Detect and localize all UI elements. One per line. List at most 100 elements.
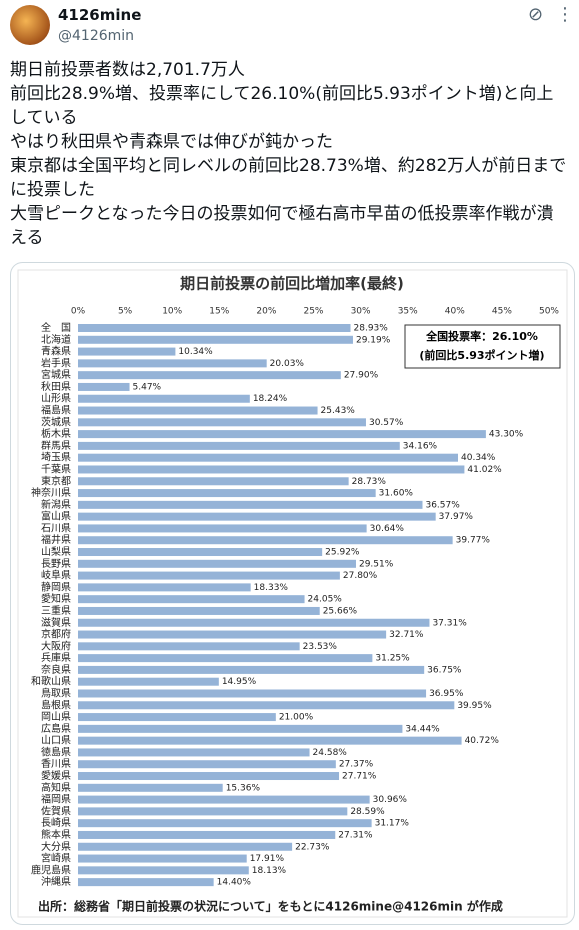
data-label: 28.93% (354, 324, 389, 334)
y-tick-label: 高知県 (41, 781, 71, 794)
data-label: 27.31% (338, 830, 373, 840)
bar (78, 324, 351, 332)
y-tick-label: 京都府 (41, 628, 71, 641)
y-tick-label: 山形県 (41, 393, 71, 405)
bar (78, 335, 353, 344)
bar (78, 536, 453, 545)
author-name[interactable]: 4126mine (58, 6, 142, 24)
data-label: 29.51% (359, 559, 394, 569)
y-tick-label: 広島県 (41, 722, 71, 735)
y-tick-label: 石川県 (41, 522, 71, 534)
data-label: 34.44% (405, 724, 440, 734)
x-tick-label: 5% (118, 307, 133, 317)
bar (78, 854, 247, 863)
bar (78, 548, 323, 557)
bar (78, 406, 318, 415)
annotation: 全国投票率：26.10% (425, 329, 538, 343)
bar (78, 677, 219, 686)
bar (78, 654, 373, 663)
bar (78, 595, 305, 604)
bar (78, 689, 427, 698)
y-tick-label: 富山県 (41, 510, 71, 523)
post-paragraph: 大雪ピークとなった今日の投票如何で極右高市早苗の低投票率作戦が潰える (10, 204, 554, 248)
data-label: 18.33% (254, 583, 289, 593)
data-label: 18.24% (253, 394, 288, 404)
bar (78, 371, 341, 380)
data-label: 27.80% (343, 571, 378, 581)
bar (78, 571, 340, 580)
grok-icon[interactable]: ⊘ (528, 4, 544, 25)
bar (78, 701, 455, 710)
y-tick-label: 岩手県 (41, 356, 71, 369)
y-tick-label: 静岡県 (41, 580, 71, 593)
x-tick-label: 0% (71, 307, 86, 317)
y-tick-label: 福井県 (41, 533, 71, 546)
data-label: 37.97% (439, 512, 474, 522)
bar (78, 418, 366, 427)
data-label: 23.53% (303, 642, 338, 652)
data-label: 30.64% (370, 524, 405, 534)
bar (78, 842, 293, 851)
y-tick-label: 群馬県 (41, 439, 71, 452)
annotation-box (404, 324, 561, 369)
post-paragraph: 東京都は全国平均と同レベルの前回比28.73%増、約282万人が前日までに投票し… (10, 156, 567, 200)
bar (78, 559, 356, 568)
post-paragraph: 期日前投票者数は2,701.7万人 (10, 60, 245, 80)
x-tick-label: 45% (492, 307, 512, 317)
bar (78, 772, 340, 781)
bar (78, 630, 387, 639)
bar (78, 489, 376, 498)
bar (78, 441, 400, 450)
y-tick-label: 岐阜県 (41, 569, 71, 582)
y-tick-label: 山口県 (41, 735, 71, 747)
x-tick-label: 40% (445, 307, 465, 317)
y-tick-label: 鳥取県 (41, 686, 71, 699)
data-label: 31.17% (375, 819, 410, 829)
data-label: 36.75% (427, 665, 462, 675)
bar (78, 819, 372, 828)
y-tick-label: 島根県 (41, 698, 71, 711)
y-tick-label: 大阪府 (41, 639, 71, 652)
y-tick-label: 宮崎県 (41, 852, 71, 865)
data-label: 40.72% (465, 736, 500, 746)
data-label: 25.43% (321, 406, 356, 416)
bar (78, 430, 486, 439)
bar (78, 465, 465, 474)
data-label: 21.00% (279, 713, 314, 723)
y-tick-label: 福島県 (41, 404, 71, 417)
y-tick-label: 香川県 (41, 758, 71, 770)
bar (78, 866, 249, 875)
author-handle[interactable]: @4126min (58, 28, 135, 44)
x-tick-label: 35% (398, 307, 418, 317)
y-tick-label: 徳島県 (41, 745, 71, 758)
bar (78, 642, 300, 651)
post-text: 期日前投票者数は2,701.7万人 前回比28.9%増、投票率にして26.10%(… (10, 58, 568, 250)
bar (78, 453, 459, 462)
y-tick-label: 愛媛県 (41, 769, 71, 782)
y-tick-label: 茨城県 (41, 415, 71, 428)
y-tick-label: 全 国 (41, 321, 71, 334)
x-tick-label: 20% (256, 307, 276, 317)
more-icon[interactable]: ⋮ (556, 4, 574, 25)
data-label: 24.05% (308, 595, 343, 605)
bar (78, 394, 250, 403)
y-tick-label: 鹿児島県 (31, 863, 71, 876)
y-tick-label: 長野県 (41, 558, 71, 570)
avatar[interactable] (10, 5, 50, 45)
data-label: 29.19% (356, 335, 391, 345)
bar (78, 748, 310, 757)
bar (78, 878, 214, 887)
data-label: 41.02% (467, 465, 502, 475)
data-label: 15.36% (226, 783, 261, 793)
y-tick-label: 兵庫県 (41, 651, 71, 664)
bar (78, 524, 367, 533)
y-tick-label: 長崎県 (41, 816, 71, 829)
bar (78, 760, 336, 769)
y-tick-label: 佐賀県 (41, 805, 71, 817)
bar (78, 382, 130, 391)
bar (78, 724, 403, 733)
bar (78, 359, 267, 368)
source-note: 出所：総務省「期日前投票の状況について」をもとに4126mine@4126min… (38, 899, 503, 914)
data-label: 18.13% (252, 866, 287, 876)
y-tick-label: 岡山県 (41, 711, 71, 723)
